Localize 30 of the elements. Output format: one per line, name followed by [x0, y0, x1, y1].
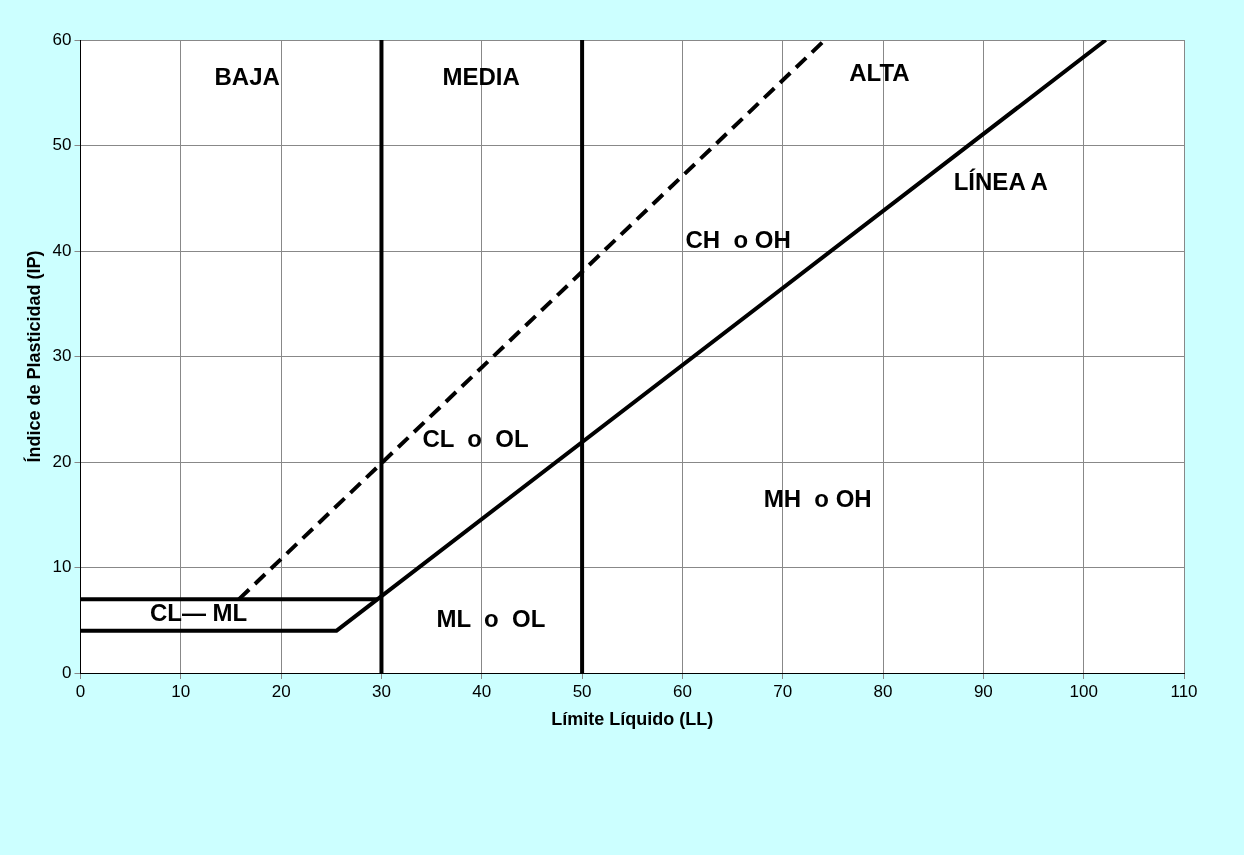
y-tick-label: 30	[52, 346, 72, 366]
annotation: CL— ML	[149, 599, 248, 627]
y-tick-label: 40	[52, 240, 72, 260]
x-tick-label: 90	[973, 681, 993, 701]
y-tick-label: 20	[52, 451, 72, 471]
annotation: MEDIA	[442, 62, 520, 90]
y-tick-label: 0	[62, 662, 72, 682]
annotation: BAJA	[214, 62, 280, 90]
x-tick-label: 0	[75, 681, 86, 701]
x-tick-label: 10	[171, 681, 191, 701]
x-tick-label: 70	[773, 681, 793, 701]
x-tick-label: 60	[672, 681, 692, 701]
y-tick-label: 60	[52, 29, 72, 49]
annotation: LÍNEA A	[953, 168, 1048, 196]
x-tick-label: 40	[472, 681, 492, 701]
annotation: ML o OL	[436, 605, 546, 633]
y-axis-title: Índice de Plasticidad (IP)	[22, 250, 44, 463]
x-tick-label: 100	[1069, 681, 1098, 701]
annotation: MH o OH	[763, 485, 872, 513]
x-axis-title: Límite Líquido (LL)	[551, 709, 714, 730]
x-tick-label: 80	[873, 681, 893, 701]
x-tick-label: 30	[372, 681, 391, 701]
x-tick-label: 110	[1170, 681, 1198, 701]
x-tick-label: 50	[572, 681, 592, 701]
y-tick-label: 50	[52, 135, 72, 155]
annotation: CH o OH	[685, 225, 791, 253]
y-tick-label: 10	[52, 557, 72, 577]
x-tick-label: 20	[271, 681, 291, 701]
annotation: ALTA	[849, 59, 910, 87]
annotation: CL o OL	[422, 424, 529, 452]
